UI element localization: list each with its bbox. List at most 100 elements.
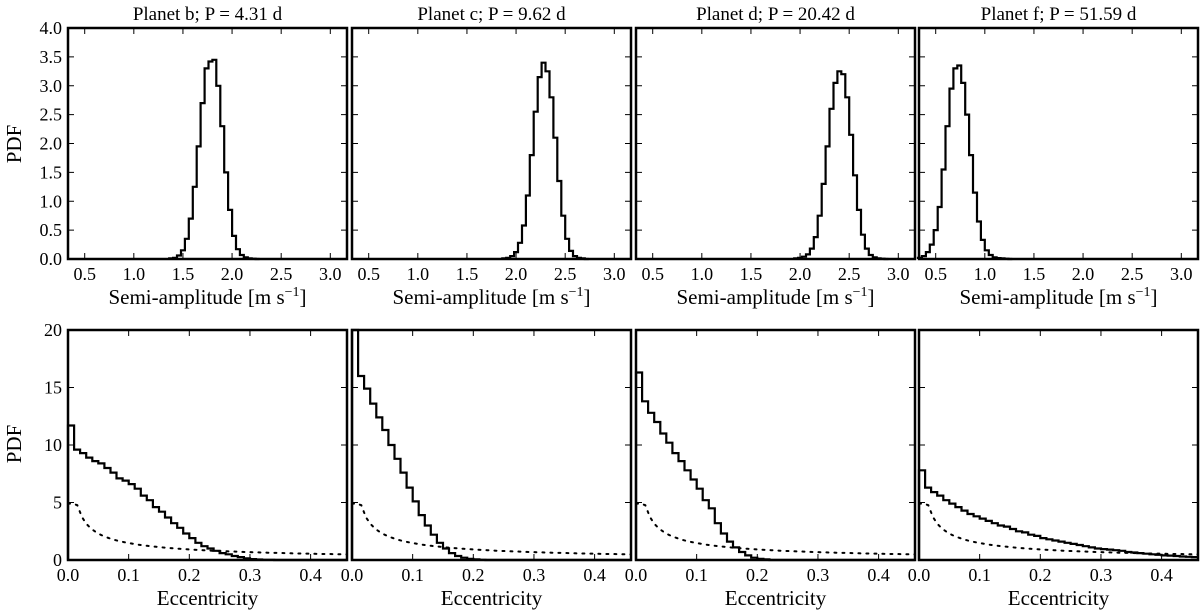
x-tick-label: 0.5 xyxy=(924,264,947,284)
x-tick-label: 0.5 xyxy=(357,264,380,284)
y-tick-label: 0 xyxy=(53,550,62,570)
x-axis-label: Eccentricity xyxy=(157,586,259,610)
x-tick-label: 0.3 xyxy=(523,565,546,585)
x-tick-label: 0.5 xyxy=(73,264,96,284)
panel-title: Planet b; P = 4.31 d xyxy=(133,4,283,25)
x-tick-label: 0.1 xyxy=(968,565,991,585)
axes-frame xyxy=(917,26,1200,261)
x-tick-label: 1.5 xyxy=(456,264,479,284)
panel-top-2: 0.5 1.0 1.5 2.0 2.5 3.0 Planet d; P = 20.42 d S… xyxy=(634,4,917,309)
x-tick-label: 2.5 xyxy=(1121,264,1144,284)
x-tick-label: 2.0 xyxy=(221,264,244,284)
x-tick-label: 2.0 xyxy=(505,264,528,284)
x-tick-label: 1.0 xyxy=(123,264,146,284)
y-tick-label: 10 xyxy=(44,435,62,455)
y-tick-label: 2.0 xyxy=(40,134,63,154)
panel-title: Planet f; P = 51.59 d xyxy=(981,4,1137,25)
bottom-row-ylabel: PDF xyxy=(2,425,26,464)
x-tick-label: 0.2 xyxy=(462,565,485,585)
posterior-histogram xyxy=(66,424,347,562)
y-tick-label: 0.0 xyxy=(40,249,63,269)
x-tick-label: 1.5 xyxy=(1023,264,1046,284)
y-tick-label: 1.5 xyxy=(40,162,63,182)
axes-frame xyxy=(350,26,633,261)
x-tick-label: 0.2 xyxy=(178,565,201,585)
x-tick-label: 0.3 xyxy=(807,565,830,585)
x-tick-label: 0.1 xyxy=(117,565,140,585)
x-tick-label: 3.0 xyxy=(887,264,910,284)
x-tick-label: 0.4 xyxy=(1150,565,1173,585)
x-tick-label: 0.1 xyxy=(401,565,424,585)
x-tick-label: 2.0 xyxy=(789,264,812,284)
panel-bottom-2: 0.0 0.1 0.2 0.3 0.4 Eccentricity xyxy=(625,328,917,610)
y-tick-label: 15 xyxy=(44,378,62,398)
panel-bottom-0: 0.0 0.1 0.2 0.3 0.4 0 5 10 15 20 Eccentricity xyxy=(44,320,349,610)
y-tick-label: 0.5 xyxy=(40,220,63,240)
x-tick-label: 3.0 xyxy=(1170,264,1193,284)
axes-frame xyxy=(917,328,1200,562)
y-tick-label: 20 xyxy=(44,320,62,340)
posterior-histogram xyxy=(634,371,915,562)
x-axis-label: Semi-amplitude [m s−1] xyxy=(108,285,306,309)
x-tick-label: 0.4 xyxy=(583,565,606,585)
semi-amplitude-histogram xyxy=(168,58,260,261)
posterior-histogram xyxy=(350,328,631,562)
x-tick-label: 3.0 xyxy=(319,264,342,284)
x-tick-label: 0.0 xyxy=(341,565,364,585)
x-tick-label: 1.5 xyxy=(740,264,763,284)
semi-amplitude-histogram xyxy=(916,64,1013,261)
prior-curve xyxy=(918,502,1199,556)
y-tick-label: 5 xyxy=(53,493,62,513)
x-tick-label: 0.3 xyxy=(1090,565,1113,585)
axes-frame xyxy=(634,26,917,261)
x-axis-label: Semi-amplitude [m s−1] xyxy=(392,285,590,309)
x-tick-label: 0.4 xyxy=(299,565,322,585)
x-tick-label: 0.1 xyxy=(685,565,708,585)
x-tick-label: 1.0 xyxy=(407,264,430,284)
x-axis-label: Eccentricity xyxy=(441,586,543,610)
x-tick-label: 1.5 xyxy=(172,264,195,284)
y-tick-label: 1.0 xyxy=(40,191,63,211)
x-tick-label: 0.0 xyxy=(57,565,80,585)
x-tick-label: 0.2 xyxy=(746,565,769,585)
axes-frame xyxy=(350,328,633,562)
x-tick-label: 2.5 xyxy=(270,264,293,284)
prior-curve xyxy=(67,502,348,556)
y-tick-label: 4.0 xyxy=(40,18,63,38)
x-tick-label: 3.0 xyxy=(603,264,626,284)
top-row-ylabel: PDF xyxy=(2,125,26,164)
panel-title: Planet c; P = 9.62 d xyxy=(417,4,566,25)
axes-frame xyxy=(66,26,349,261)
x-tick-label: 1.0 xyxy=(691,264,714,284)
x-axis-label: Semi-amplitude [m s−1] xyxy=(676,285,874,309)
y-tick-label: 3.5 xyxy=(40,47,63,67)
x-tick-label: 1.0 xyxy=(974,264,997,284)
x-tick-label: 0.5 xyxy=(641,264,664,284)
panel-top-0: 0.5 1.0 1.5 2.0 2.5 3.0 0.0 0.5 1.0 1.5 2.0 2.5 3.0 3… xyxy=(40,4,349,309)
semi-amplitude-histogram xyxy=(501,61,589,261)
x-tick-label: 0.0 xyxy=(908,565,931,585)
y-tick-label: 2.5 xyxy=(40,105,63,125)
x-tick-label: 0.3 xyxy=(239,565,262,585)
posterior-histogram xyxy=(917,469,1198,560)
panel-title: Planet d; P = 20.42 d xyxy=(696,4,855,25)
panel-bottom-3: 0.0 0.1 0.2 0.3 0.4 Eccentricity xyxy=(908,328,1200,610)
x-tick-label: 0.2 xyxy=(1029,565,1052,585)
prior-curve xyxy=(351,502,632,556)
x-axis-label: Eccentricity xyxy=(725,586,827,610)
panel-bottom-1: 0.0 0.1 0.2 0.3 0.4 Eccentricity xyxy=(341,328,633,610)
x-tick-label: 2.5 xyxy=(554,264,577,284)
x-tick-label: 0.0 xyxy=(625,565,648,585)
x-tick-label: 0.4 xyxy=(867,565,890,585)
axes-frame xyxy=(634,328,917,562)
panel-top-3: 0.5 1.0 1.5 2.0 2.5 3.0 Planet f; P = 51.59 d S… xyxy=(916,4,1200,309)
x-tick-label: 2.0 xyxy=(1072,264,1095,284)
x-axis-label: Semi-amplitude [m s−1] xyxy=(959,285,1157,309)
prior-curve xyxy=(635,502,916,556)
x-axis-label: Eccentricity xyxy=(1008,586,1110,610)
x-tick-label: 2.5 xyxy=(838,264,861,284)
panel-top-1: 0.5 1.0 1.5 2.0 2.5 3.0 Planet c; P = 9.62 d Se… xyxy=(350,4,633,309)
semi-amplitude-histogram xyxy=(793,70,889,261)
axes-frame xyxy=(66,328,349,562)
